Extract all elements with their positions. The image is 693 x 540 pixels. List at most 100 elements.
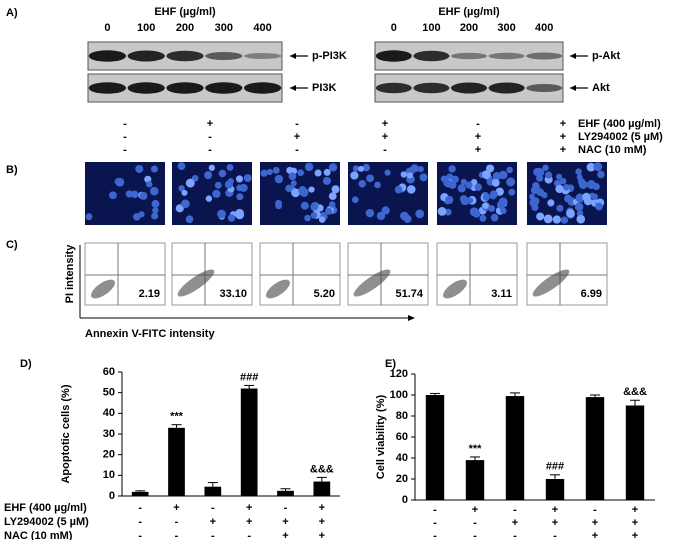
nucleus — [224, 180, 234, 189]
bar — [625, 405, 645, 500]
nucleus — [365, 208, 375, 218]
treatment-sign: + — [282, 516, 288, 528]
blot-band — [413, 50, 450, 62]
treatment-sign: - — [553, 530, 557, 540]
significance-label: *** — [170, 411, 184, 423]
nucleus — [541, 191, 548, 199]
arrow-head — [290, 85, 296, 91]
treatment-sign: + — [475, 131, 481, 143]
nucleus — [243, 174, 252, 183]
nucleus — [419, 173, 428, 182]
nucleus — [444, 208, 452, 216]
blot-band — [166, 50, 204, 62]
dose-label: 0 — [104, 22, 110, 34]
nucleus — [300, 201, 309, 210]
apoptosis-value: 51.74 — [395, 288, 423, 300]
nucleus — [328, 163, 338, 172]
blot-band — [88, 50, 127, 62]
treatment-sign: - — [138, 530, 142, 540]
treatment-sign: - — [295, 118, 299, 130]
nucleus — [181, 189, 188, 196]
treatment-sign: - — [433, 504, 437, 516]
nucleus — [260, 169, 268, 177]
nucleus — [322, 176, 331, 185]
nucleus — [236, 193, 244, 201]
nucleus — [178, 185, 185, 192]
treatment-sign: + — [319, 516, 325, 528]
nucleus — [575, 193, 585, 203]
treatment-sign: - — [513, 504, 517, 516]
treatment-sign: + — [632, 504, 638, 516]
cell-cloud — [353, 269, 391, 297]
bar — [313, 481, 331, 496]
band-label: p-PI3K — [312, 50, 347, 62]
treatment-name: NAC (10 mM) — [578, 144, 647, 156]
treatment-sign: - — [138, 516, 142, 528]
treatment-sign: + — [475, 144, 481, 156]
treatment-sign: + — [560, 144, 566, 156]
nucleus — [595, 202, 603, 211]
significance-label: &&& — [310, 463, 334, 475]
nucleus — [536, 174, 544, 182]
y-tick-label: 60 — [396, 431, 408, 443]
significance-label: &&& — [623, 386, 647, 398]
bar — [168, 427, 185, 496]
nucleus — [582, 192, 591, 202]
treatment-name: NAC (10 mM) — [4, 530, 73, 540]
nucleus — [394, 185, 403, 194]
nucleus — [125, 190, 133, 198]
bar — [277, 490, 294, 496]
nucleus — [563, 184, 570, 191]
nucleus — [358, 180, 366, 188]
nucleus — [564, 194, 572, 203]
nucleus — [559, 177, 567, 185]
treatment-sign: + — [319, 502, 325, 514]
nucleus — [205, 195, 213, 202]
apoptosis-value: 33.10 — [219, 288, 247, 300]
nucleus — [492, 171, 502, 181]
cell-cloud — [91, 279, 115, 299]
apoptosis-value: 6.99 — [581, 288, 602, 300]
nucleus — [579, 180, 588, 189]
blot-band — [205, 52, 243, 60]
nucleus — [286, 166, 294, 174]
nucleus — [593, 162, 603, 172]
blot-band — [375, 82, 412, 94]
nucleus — [109, 191, 117, 200]
nucleus — [491, 178, 500, 187]
panel-label: D) — [20, 358, 32, 370]
nucleus — [288, 172, 297, 181]
nucleus — [498, 170, 508, 180]
blot-band — [127, 50, 165, 62]
nucleus — [214, 181, 222, 189]
treatment-sign: - — [473, 517, 477, 529]
y-tick-label: 100 — [390, 389, 408, 401]
treatment-sign: - — [211, 530, 215, 540]
treatment-sign: + — [632, 530, 638, 540]
nucleus — [304, 214, 311, 222]
nucleus — [545, 171, 553, 179]
cell-cloud — [266, 279, 290, 299]
nucleus — [448, 180, 457, 189]
nucleus — [465, 181, 473, 189]
nucleus — [376, 211, 386, 221]
blot-band — [243, 82, 282, 94]
nucleus — [437, 207, 447, 216]
cell-cloud — [532, 269, 570, 297]
nucleus — [556, 204, 564, 212]
nucleus — [151, 199, 160, 208]
nucleus — [298, 186, 307, 195]
nucleus — [328, 201, 336, 208]
nucleus — [542, 164, 549, 172]
nucleus — [208, 164, 216, 171]
treatment-sign: + — [632, 517, 638, 529]
nucleus — [556, 173, 563, 180]
significance-label: ### — [240, 371, 258, 383]
y-tick-label: 30 — [103, 428, 115, 440]
nucleus — [555, 184, 564, 194]
nucleus — [151, 212, 159, 220]
blot-band — [526, 52, 563, 60]
treatment-sign: - — [138, 502, 142, 514]
nucleus — [415, 209, 425, 219]
nucleus — [272, 166, 280, 174]
